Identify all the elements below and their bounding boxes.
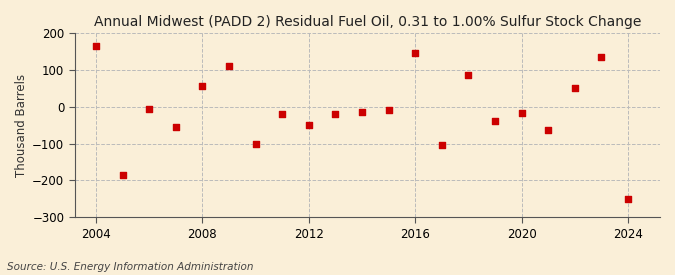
Point — [596, 55, 607, 59]
Point — [330, 112, 341, 116]
Text: Source: U.S. Energy Information Administration: Source: U.S. Energy Information Administ… — [7, 262, 253, 272]
Point — [410, 51, 421, 56]
Point — [622, 197, 633, 201]
Title: Annual Midwest (PADD 2) Residual Fuel Oil, 0.31 to 1.00% Sulfur Stock Change: Annual Midwest (PADD 2) Residual Fuel Oi… — [94, 15, 641, 29]
Point — [223, 64, 234, 68]
Point — [543, 127, 554, 132]
Point — [437, 143, 448, 148]
Point — [250, 141, 261, 146]
Point — [117, 173, 128, 177]
Point — [197, 84, 208, 88]
Point — [304, 123, 315, 127]
Point — [516, 111, 527, 115]
Point — [144, 106, 155, 111]
Point — [277, 112, 288, 116]
Point — [90, 44, 101, 48]
Point — [383, 108, 394, 112]
Point — [489, 119, 500, 124]
Y-axis label: Thousand Barrels: Thousand Barrels — [15, 74, 28, 177]
Point — [356, 110, 367, 114]
Point — [463, 73, 474, 78]
Point — [570, 86, 580, 90]
Point — [170, 125, 181, 129]
